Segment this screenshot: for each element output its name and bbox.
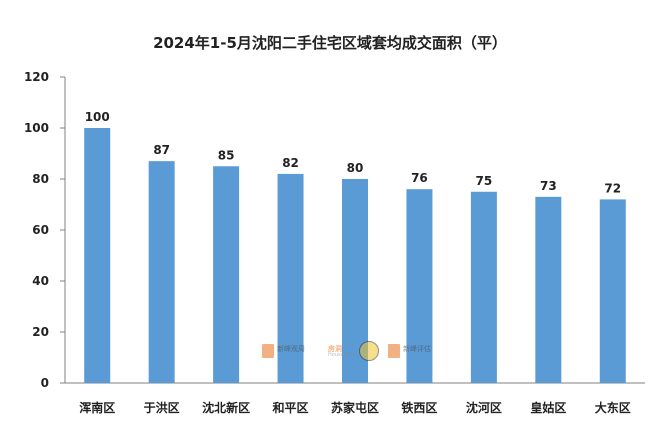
- logo-box-icon: [388, 344, 400, 358]
- bar-value-label: 85: [218, 148, 235, 162]
- x-category-label: 和平区: [272, 400, 309, 415]
- x-category-label: 皇姑区: [530, 400, 566, 415]
- bar-value-label: 76: [411, 171, 428, 185]
- watermark-text-3: 新峰评估: [403, 344, 431, 353]
- bar-value-label: 72: [604, 181, 621, 195]
- bars: [84, 128, 626, 383]
- bar: [148, 161, 175, 383]
- bar-value-label: 80: [347, 161, 364, 175]
- watermark-text-2: 房洞: [328, 344, 342, 353]
- y-tick-label: 60: [32, 223, 49, 237]
- x-category-label: 沈河区: [466, 400, 502, 415]
- bar-value-label: 100: [85, 110, 110, 124]
- chart-title: 2024年1-5月沈阳二手住宅区域套均成交面积（平）: [153, 34, 507, 52]
- watermark-logo-2: 房洞 HouseBook: [328, 340, 380, 362]
- data-labels: 100 87 85 82 80 76 75 73 72: [85, 110, 621, 195]
- watermark-sub-2: HouseBook: [328, 351, 357, 358]
- y-tick-label: 20: [32, 325, 49, 339]
- bar: [213, 166, 240, 383]
- y-tick-label: 120: [24, 70, 49, 84]
- x-category-label: 浑南区: [79, 400, 115, 415]
- x-category-label: 沈北新区: [202, 400, 250, 415]
- logo-box-icon: [262, 344, 274, 358]
- x-category-label: 苏家屯区: [331, 400, 379, 415]
- bar-value-label: 73: [540, 179, 557, 193]
- bee-mascot-icon: [359, 341, 380, 361]
- x-category-label: 于洪区: [144, 400, 180, 415]
- watermark-text-1: 新峰观周: [277, 344, 305, 353]
- bar: [84, 128, 111, 383]
- y-axis-ticks: 0 20 40 60 80 100 120: [24, 70, 65, 390]
- x-category-label: 铁西区: [401, 400, 437, 415]
- bar: [599, 199, 626, 383]
- watermark-logo-1: 新峰观周: [262, 340, 305, 362]
- bar-value-label: 82: [282, 156, 299, 170]
- bar: [406, 189, 433, 383]
- y-tick-label: 40: [32, 274, 49, 288]
- bar: [470, 191, 497, 383]
- bar: [535, 196, 562, 383]
- y-tick-label: 80: [32, 172, 49, 186]
- bar-value-label: 75: [476, 174, 493, 188]
- y-tick-label: 0: [41, 376, 49, 390]
- x-category-label: 大东区: [595, 400, 631, 415]
- y-tick-label: 100: [24, 121, 49, 135]
- x-axis-labels: 浑南区 于洪区 沈北新区 和平区 苏家屯区 铁西区 沈河区 皇姑区 大东区: [79, 400, 631, 415]
- bar: [277, 173, 304, 383]
- bar-value-label: 87: [153, 143, 170, 157]
- watermark-logo-3: 新峰评估: [388, 340, 431, 362]
